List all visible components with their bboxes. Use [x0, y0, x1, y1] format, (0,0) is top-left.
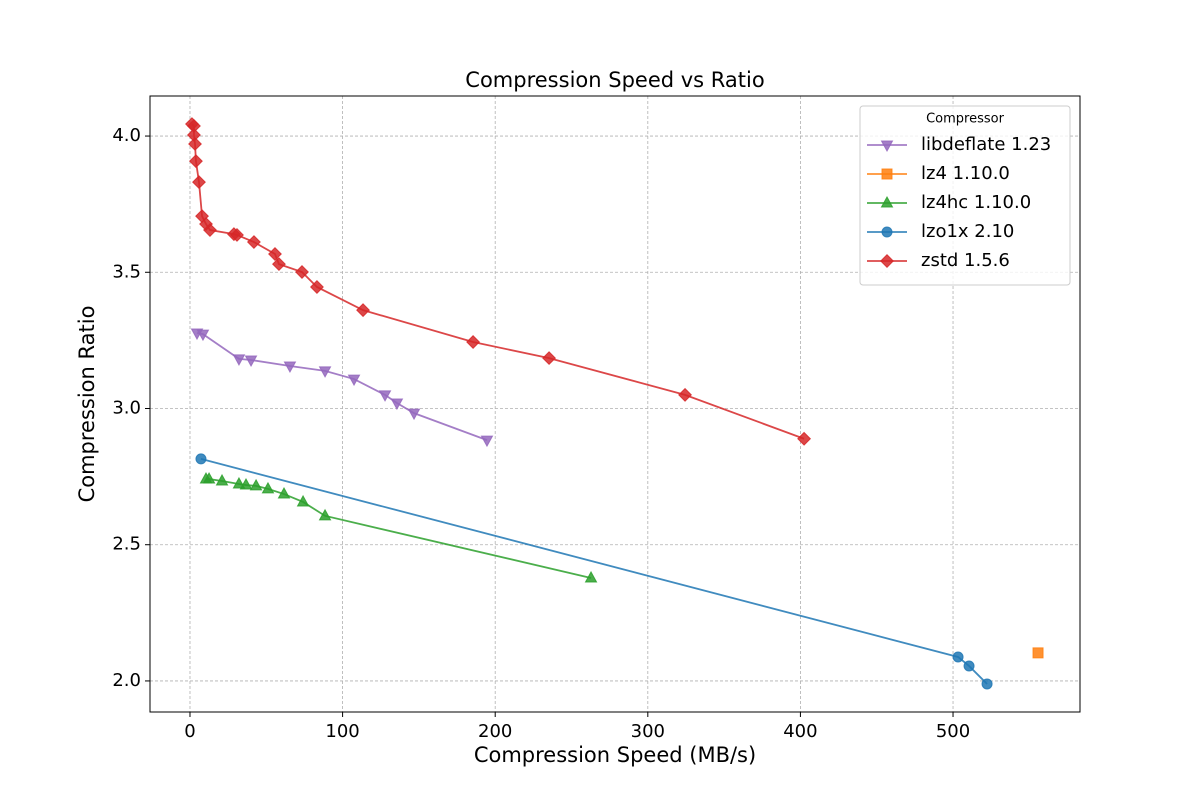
data-point	[188, 136, 202, 151]
data-point	[232, 476, 246, 489]
legend-label: lz4hc 1.10.0	[921, 192, 1031, 213]
y-tick-label: 3.0	[112, 397, 141, 418]
data-point	[239, 478, 253, 490]
legend-label: lz4 1.10.0	[921, 163, 1010, 184]
data-point	[407, 408, 421, 421]
y-axis-label: Compression Ratio	[75, 306, 99, 503]
legend-label: libdeflate 1.23	[921, 134, 1051, 155]
data-point	[318, 366, 332, 378]
data-point	[584, 570, 598, 583]
data-point	[390, 398, 404, 411]
data-point	[261, 481, 275, 494]
data-point	[295, 265, 309, 279]
data-point	[356, 303, 370, 318]
data-point	[296, 494, 310, 507]
data-point	[1032, 647, 1044, 659]
series-line	[191, 123, 805, 440]
data-point	[797, 431, 812, 446]
legend-title: Compressor	[926, 112, 1005, 127]
data-point	[202, 472, 216, 484]
data-point	[480, 435, 494, 448]
series-line	[206, 478, 592, 579]
data-point	[192, 175, 206, 190]
data-point	[203, 223, 217, 238]
data-point	[963, 660, 975, 672]
data-point	[309, 280, 324, 294]
data-point	[981, 678, 993, 690]
data-point	[678, 387, 693, 402]
data-point	[542, 351, 557, 366]
data-point	[244, 355, 258, 368]
legend-marker	[880, 140, 894, 153]
legend-marker	[880, 195, 894, 208]
legend-label: lzo1x 2.10	[921, 221, 1014, 242]
data-point	[952, 651, 964, 663]
data-point	[246, 235, 261, 249]
data-point	[277, 487, 291, 499]
chart-title: Compression Speed vs Ratio	[465, 68, 764, 92]
x-tick-label: 200	[478, 721, 512, 742]
y-tick-label: 3.5	[112, 261, 141, 282]
data-point	[230, 227, 244, 242]
legend-marker	[881, 226, 893, 238]
data-point	[195, 453, 207, 465]
x-tick-label: 300	[631, 721, 665, 742]
plot-frame	[149, 95, 1081, 713]
data-point	[249, 478, 263, 491]
legend-marker	[880, 254, 894, 268]
x-tick-label: 400	[783, 721, 817, 742]
x-tick-label: 100	[325, 721, 359, 742]
data-point	[196, 329, 210, 342]
data-point	[347, 374, 361, 387]
data-point	[232, 354, 246, 366]
y-tick-label: 4.0	[112, 125, 141, 146]
data-point	[268, 247, 282, 261]
series-line	[200, 458, 988, 685]
data-point	[283, 361, 297, 374]
y-tick-label: 2.0	[112, 670, 141, 691]
series-line	[196, 332, 488, 441]
data-point	[188, 154, 203, 169]
data-point	[378, 390, 392, 402]
x-tick-label: 0	[184, 721, 195, 742]
x-axis-label: Compression Speed (MB/s)	[474, 743, 756, 767]
y-tick-label: 2.5	[112, 534, 141, 555]
legend-marker	[881, 168, 893, 180]
legend: Compressor libdeflate 1.23 lz4 1.10.0 lz4hc…	[859, 105, 1071, 286]
data-point	[215, 473, 229, 486]
data-point	[466, 335, 481, 349]
legend-label: zstd 1.5.6	[921, 250, 1010, 271]
legend-frame	[859, 105, 1071, 286]
data-point	[318, 508, 332, 521]
data-point	[271, 257, 286, 272]
x-tick-label: 500	[936, 721, 970, 742]
